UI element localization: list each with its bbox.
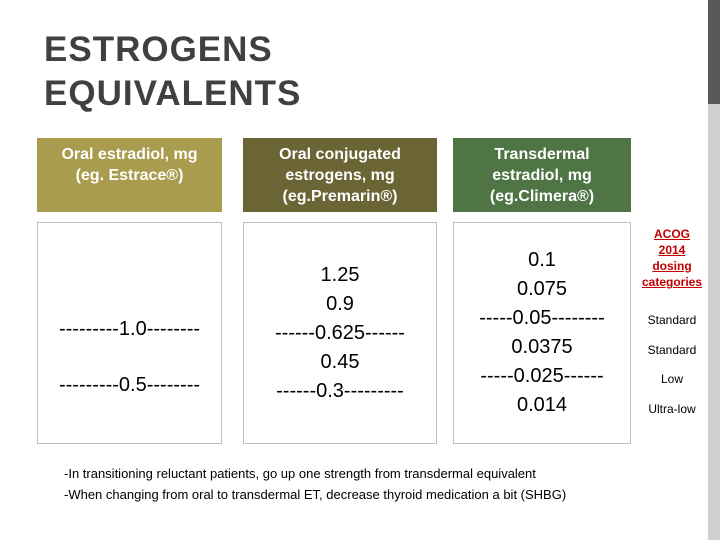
dose-value: 0.9 — [326, 292, 354, 315]
column-values: ---------1.0-------- ---------0.5-------- — [37, 222, 222, 444]
header-line: (eg.Climera®) — [489, 187, 595, 205]
header-line: (eg. Estrace®) — [75, 167, 184, 184]
dose-value: 0.014 — [516, 394, 568, 416]
acog-category: Low — [660, 372, 683, 386]
dose-value: ---------1.0-------- — [58, 318, 201, 340]
header-line: Oral estradiol, mg — [61, 146, 198, 163]
acog-category: Standard — [647, 342, 697, 357]
header-line: (eg.Premarin®) — [282, 187, 398, 205]
dose-value: 1.25 — [320, 263, 360, 286]
dose-value: 0.1 — [528, 249, 556, 271]
column-header: Oral conjugated estrogens, mg (eg.Premarin… — [243, 138, 437, 212]
note: -When changing from oral to transdermal … — [64, 487, 567, 502]
column-values: 0.1 0.075 -----0.05-------- 0.0375 -----0.02… — [453, 222, 631, 444]
title-line: EQUIVALENTS — [44, 74, 302, 113]
header-line: Transdermal — [494, 145, 590, 163]
column-header: Transdermal estradiol, mg (eg.Climera®) — [453, 138, 631, 212]
dose-value: -----0.05-------- — [479, 307, 605, 329]
column-header: Oral estradiol, mg (eg. Estrace®) — [37, 138, 222, 212]
notes: -In transitioning reluctant patients, go… — [64, 463, 566, 505]
acog-heading-line: 2014 — [658, 243, 686, 257]
slide-title: ESTROGENS EQUIVALENTS — [44, 28, 301, 116]
column-values: 1.25 0.9 ------0.625------ 0.45 ------0.3---… — [243, 222, 437, 444]
acog-categories: Standard Standard Low Ultra-low — [634, 306, 710, 424]
dose-value: 0.0375 — [511, 336, 573, 358]
acog-heading-line: dosing — [652, 259, 692, 273]
header-line: estradiol, mg — [492, 166, 592, 184]
dose-value: 0.075 — [516, 278, 568, 300]
dose-value: ---------0.5-------- — [58, 374, 201, 396]
acog-heading-line: categories — [641, 275, 703, 289]
side-bar — [708, 0, 720, 104]
acog-heading: ACOG 2014 dosing categories — [634, 226, 710, 290]
dose-value: ------0.625------ — [275, 321, 405, 344]
acog-category: Ultra-low — [648, 401, 696, 416]
header-line: estrogens, mg — [285, 166, 395, 184]
dose-value: -----0.025------ — [480, 365, 604, 387]
acog-heading-line: ACOG — [654, 227, 690, 241]
acog-category: Standard — [647, 313, 697, 327]
note: -In transitioning reluctant patients, go… — [64, 466, 536, 481]
acog-column: ACOG 2014 dosing categories Standard Standar… — [634, 226, 710, 424]
dose-value: 0.45 — [320, 350, 360, 373]
header-line: Oral conjugated — [279, 145, 401, 163]
title-line: ESTROGENS — [44, 30, 273, 69]
dose-value: ------0.3--------- — [276, 379, 404, 402]
side-bar — [708, 104, 720, 540]
